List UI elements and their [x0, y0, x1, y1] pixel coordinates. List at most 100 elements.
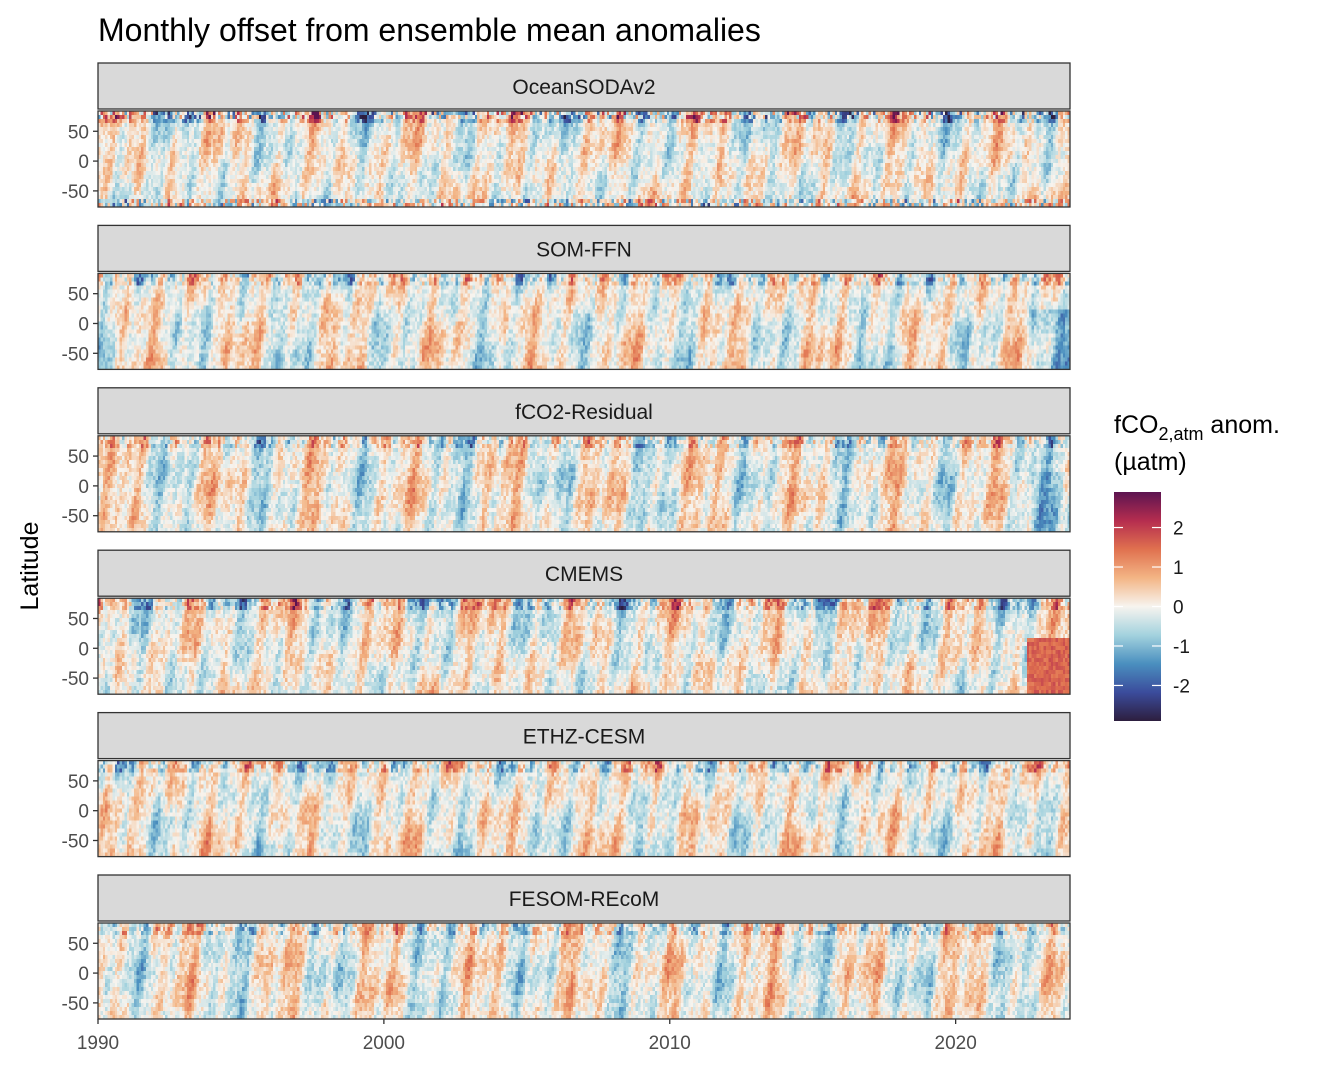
heatmap-cell	[292, 171, 295, 175]
heatmap-cell	[266, 179, 269, 183]
heatmap-cell	[151, 179, 154, 183]
heatmap-cell	[184, 143, 187, 147]
heatmap-cell	[220, 135, 223, 139]
heatmap-cell	[302, 187, 305, 191]
heatmap-cell	[232, 195, 235, 199]
heatmap-cell	[211, 111, 214, 115]
heatmap-cell	[302, 167, 305, 171]
heatmap-cell	[216, 171, 219, 175]
heatmap-cell	[136, 175, 139, 179]
heatmap-cell	[184, 123, 187, 127]
heatmap-cell	[182, 159, 185, 163]
heatmap-cell	[312, 171, 315, 175]
heatmap-cell	[237, 191, 240, 195]
heatmap-cell	[357, 151, 360, 155]
heatmap-cell	[261, 191, 264, 195]
heatmap-cell	[208, 131, 211, 135]
heatmap-cell	[129, 175, 132, 179]
heatmap-cell	[160, 171, 163, 175]
heatmap-cell	[228, 179, 231, 183]
heatmap-cell	[297, 171, 300, 175]
heatmap-cell	[261, 163, 264, 167]
heatmap-cell	[244, 115, 247, 119]
heatmap-cell	[283, 163, 286, 167]
heatmap-cell	[110, 151, 113, 155]
heatmap-cell	[189, 195, 192, 199]
heatmap-cell	[357, 187, 360, 191]
heatmap-cell	[120, 179, 123, 183]
heatmap-cell	[276, 183, 279, 187]
heatmap-cell	[100, 183, 103, 187]
heatmap-cell	[300, 131, 303, 135]
heatmap-cell	[266, 119, 269, 123]
heatmap-cell	[122, 159, 125, 163]
heatmap-cell	[280, 175, 283, 179]
heatmap-cell	[144, 175, 147, 179]
heatmap-cell	[177, 167, 180, 171]
heatmap-cell	[324, 151, 327, 155]
heatmap-cell	[367, 175, 370, 179]
heatmap-cell	[259, 131, 262, 135]
heatmap-cell	[218, 183, 221, 187]
heatmap-cell	[266, 159, 269, 163]
heatmap-cell	[256, 175, 259, 179]
heatmap-cell	[175, 155, 178, 159]
heatmap-cell	[180, 115, 183, 119]
heatmap-cell	[247, 131, 250, 135]
heatmap-cell	[350, 127, 353, 131]
heatmap-cell	[108, 191, 111, 195]
heatmap-cell	[134, 139, 137, 143]
heatmap-cell	[345, 183, 348, 187]
heatmap-cell	[242, 179, 245, 183]
heatmap-cell	[218, 143, 221, 147]
heatmap-cell	[261, 183, 264, 187]
heatmap-cell	[276, 159, 279, 163]
heatmap-cell	[300, 187, 303, 191]
heatmap-cell	[165, 139, 168, 143]
heatmap-cell	[328, 163, 331, 167]
heatmap-cell	[208, 187, 211, 191]
heatmap-cell	[225, 119, 228, 123]
heatmap-cell	[192, 135, 195, 139]
heatmap-cell	[158, 167, 161, 171]
heatmap-cell	[170, 179, 173, 183]
heatmap-cell	[331, 187, 334, 191]
heatmap-cell	[283, 143, 286, 147]
heatmap-cell	[182, 139, 185, 143]
heatmap-cell	[163, 159, 166, 163]
heatmap-cell	[285, 187, 288, 191]
heatmap-cell	[244, 151, 247, 155]
heatmap-cell	[206, 159, 209, 163]
heatmap-cell	[184, 119, 187, 123]
heatmap-cell	[283, 199, 286, 203]
heatmap-cell	[156, 143, 159, 147]
heatmap-cell	[333, 191, 336, 195]
heatmap-cell	[237, 199, 240, 203]
heatmap-cell	[151, 171, 154, 175]
heatmap-cell	[319, 183, 322, 187]
heatmap-cell	[379, 127, 382, 131]
heatmap-cell	[297, 143, 300, 147]
heatmap-cell	[331, 143, 334, 147]
heatmap-cell	[105, 199, 108, 203]
heatmap-cell	[122, 143, 125, 147]
heatmap-cell	[129, 195, 132, 199]
heatmap-cell	[148, 147, 151, 151]
heatmap-cell	[213, 167, 216, 171]
heatmap-cell	[369, 115, 372, 119]
heatmap-cell	[117, 171, 120, 175]
heatmap-cell	[211, 123, 214, 127]
heatmap-cell	[230, 127, 233, 131]
heatmap-cell	[172, 191, 175, 195]
heatmap-cell	[266, 115, 269, 119]
heatmap-cell	[141, 151, 144, 155]
heatmap-cell	[357, 131, 360, 135]
heatmap-cell	[292, 159, 295, 163]
heatmap-cell	[110, 143, 113, 147]
heatmap-cell	[364, 183, 367, 187]
heatmap-cell	[256, 199, 259, 203]
heatmap-cell	[374, 167, 377, 171]
heatmap-cell	[336, 187, 339, 191]
heatmap-cell	[367, 183, 370, 187]
heatmap-cell	[340, 115, 343, 119]
